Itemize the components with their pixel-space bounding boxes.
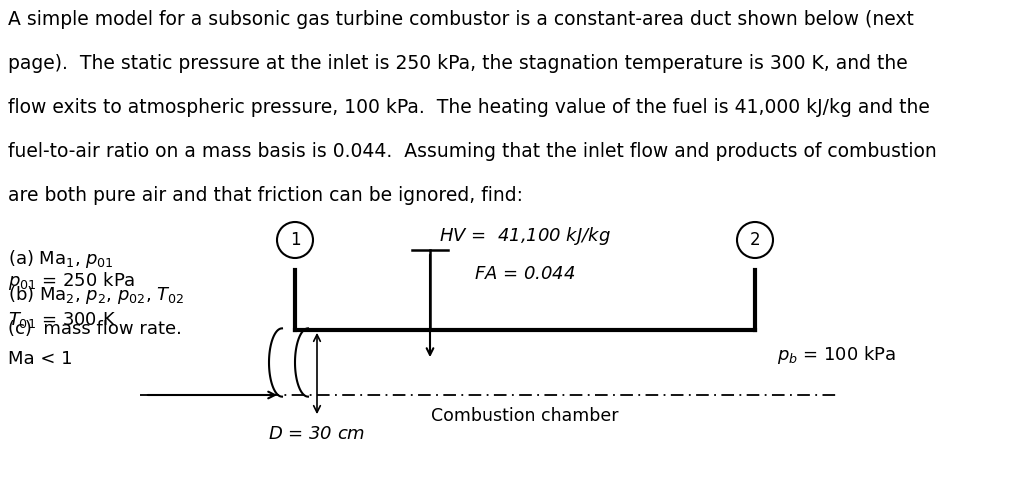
Text: $p_b$ = 100 kPa: $p_b$ = 100 kPa [777,344,896,365]
Text: A simple model for a subsonic gas turbine combustor is a constant-area duct show: A simple model for a subsonic gas turbin… [8,10,913,29]
Text: flow exits to atmospheric pressure, 100 kPa.  The heating value of the fuel is 4: flow exits to atmospheric pressure, 100 … [8,98,930,117]
Text: Combustion chamber: Combustion chamber [431,407,618,425]
Text: Ma < 1: Ma < 1 [8,350,73,368]
Text: page).  The static pressure at the inlet is 250 kPa, the stagnation temperature : page). The static pressure at the inlet … [8,54,907,73]
Text: (c)  mass flow rate.: (c) mass flow rate. [8,320,182,338]
Text: are both pure air and that friction can be ignored, find:: are both pure air and that friction can … [8,186,523,205]
Text: (b) Ma$_2$, $p_2$, $p_{02}$, $T_{02}$: (b) Ma$_2$, $p_2$, $p_{02}$, $T_{02}$ [8,284,184,306]
Text: fuel-to-air ratio on a mass basis is 0.044.  Assuming that the inlet flow and pr: fuel-to-air ratio on a mass basis is 0.0… [8,142,937,161]
Text: (a) Ma$_1$, $p_{01}$: (a) Ma$_1$, $p_{01}$ [8,248,114,270]
Text: 2: 2 [750,231,760,249]
Text: $D$ = 30 cm: $D$ = 30 cm [268,425,366,443]
Text: 1: 1 [290,231,300,249]
Text: $HV$ =  41,100 kJ/kg: $HV$ = 41,100 kJ/kg [439,225,611,247]
Text: $FA$ = 0.044: $FA$ = 0.044 [474,265,575,283]
Text: $T_{01}$ = 300 K: $T_{01}$ = 300 K [8,310,117,330]
Text: $p_{01}$ = 250 kPa: $p_{01}$ = 250 kPa [8,270,135,292]
